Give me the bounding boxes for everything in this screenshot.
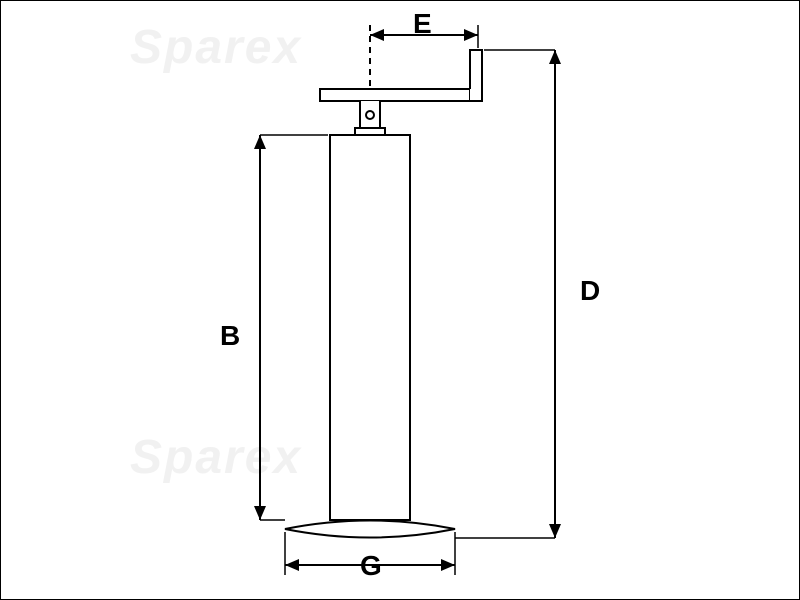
base-foot: [285, 521, 455, 538]
label-g: G: [360, 550, 382, 582]
dimension-b: [254, 135, 328, 520]
label-d: D: [580, 275, 600, 307]
technical-diagram: [0, 0, 800, 600]
dimension-d: [455, 50, 561, 538]
handle-assembly: [320, 50, 482, 128]
tube-body: [330, 135, 410, 520]
label-b: B: [220, 320, 240, 352]
label-e: E: [413, 8, 432, 40]
